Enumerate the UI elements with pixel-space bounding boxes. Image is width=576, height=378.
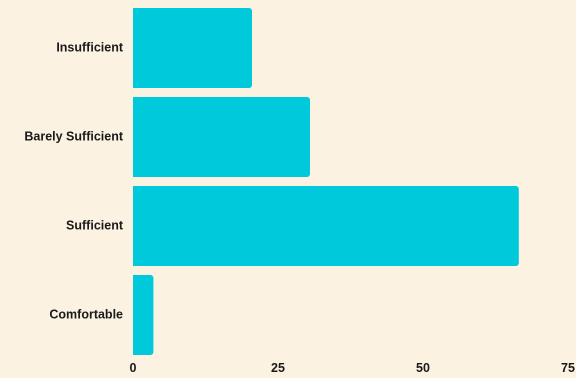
x-tick-label-0: 0 — [130, 361, 137, 375]
x-axis-tick-labels: 0 25 50 75 — [130, 361, 575, 375]
category-label-barely-sufficient: Barely Sufficient — [24, 129, 123, 143]
bar-base-insufficient — [133, 8, 137, 88]
x-tick-label-25: 25 — [271, 361, 285, 375]
x-tick-label-75: 75 — [561, 361, 575, 375]
category-label-sufficient: Sufficient — [66, 218, 124, 232]
bar-base-comfortable — [133, 275, 137, 355]
bar-base-sufficient — [133, 186, 137, 266]
bars-group — [133, 8, 519, 355]
category-label-comfortable: Comfortable — [49, 307, 123, 321]
category-label-insufficient: Insufficient — [56, 40, 124, 54]
bar-comfortable — [133, 275, 154, 355]
bar-base-barely-sufficient — [133, 97, 137, 177]
x-tick-label-50: 50 — [416, 361, 430, 375]
bar-insufficient — [133, 8, 252, 88]
bar-barely-sufficient — [133, 97, 310, 177]
bar-sufficient — [133, 186, 519, 266]
category-labels: Insufficient Barely Sufficient Sufficient C… — [24, 40, 123, 321]
